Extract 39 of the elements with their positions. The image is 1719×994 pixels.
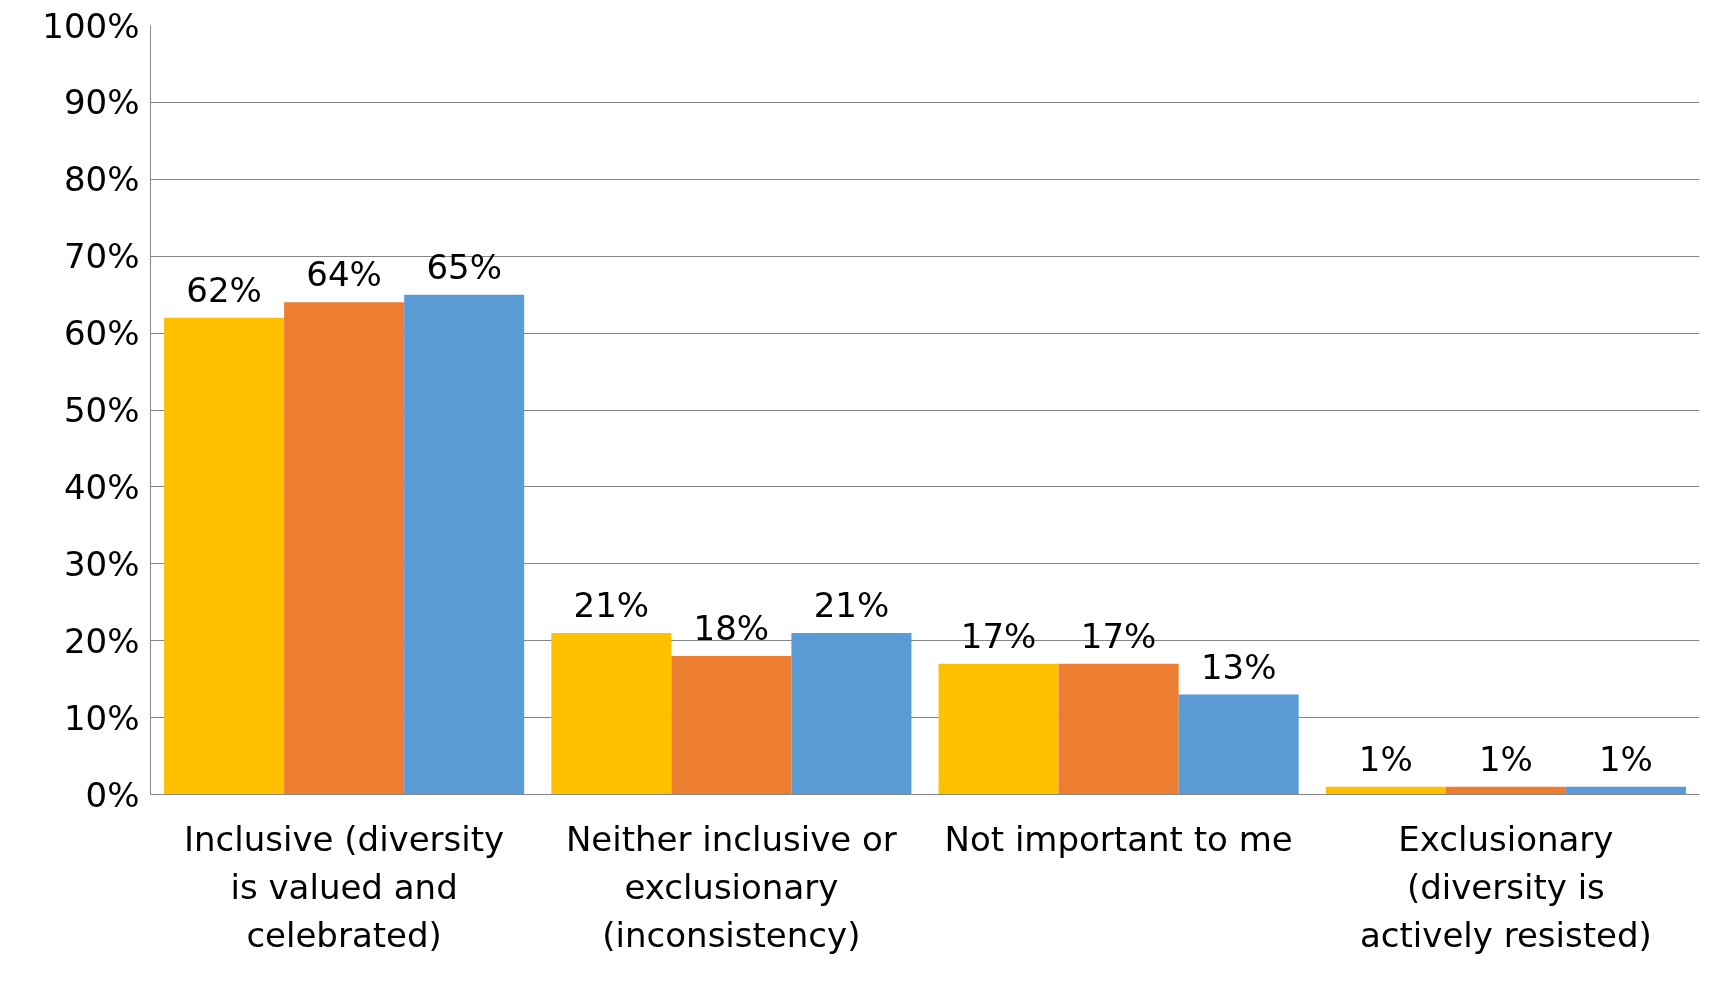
bar: [164, 317, 285, 795]
y-tick-label: 30%: [63, 543, 140, 584]
bar: [1178, 694, 1299, 795]
x-tick-label: Neither inclusive or exclusionary (inconsistency): [565, 818, 897, 955]
y-tick-label: 100%: [42, 5, 140, 46]
y-tick-label: 20%: [63, 620, 140, 661]
y-tick-label: 90%: [63, 82, 140, 123]
data-label: 1%: [1478, 738, 1533, 779]
y-tick-label: 60%: [63, 313, 140, 354]
data-label: 64%: [306, 254, 382, 295]
bar: [1325, 786, 1446, 795]
y-tick-label: 70%: [63, 236, 140, 277]
data-label: 62%: [186, 269, 262, 310]
data-label: 13%: [1200, 646, 1277, 687]
data-label: 17%: [1080, 615, 1157, 656]
data-label: 21%: [813, 585, 890, 626]
data-label: 1%: [1358, 738, 1413, 779]
bar: [791, 633, 912, 795]
x-tick-label: Inclusive (diversity is valued and celebrated): [184, 818, 505, 955]
bar: [1058, 663, 1179, 795]
x-tick-label: Exclusionary (diversity is actively resisted): [1359, 818, 1652, 955]
y-tick-label: 40%: [63, 466, 140, 507]
bar: [284, 302, 405, 795]
bar: [404, 294, 525, 795]
data-label: 1%: [1598, 738, 1653, 779]
bar: [1445, 786, 1566, 795]
y-tick-label: 10%: [63, 697, 140, 738]
bar: [671, 656, 792, 795]
data-label: 18%: [693, 608, 770, 649]
x-tick-label: Not important to me: [944, 818, 1293, 859]
y-tick-label: 80%: [63, 159, 140, 200]
y-tick-label: 0%: [85, 774, 140, 815]
bar: [1565, 786, 1686, 795]
bar: [938, 663, 1059, 795]
bar: [551, 633, 672, 795]
data-label: 21%: [573, 585, 650, 626]
data-label: 65%: [426, 246, 502, 287]
data-label: 17%: [960, 615, 1037, 656]
y-tick-label: 50%: [63, 390, 140, 430]
